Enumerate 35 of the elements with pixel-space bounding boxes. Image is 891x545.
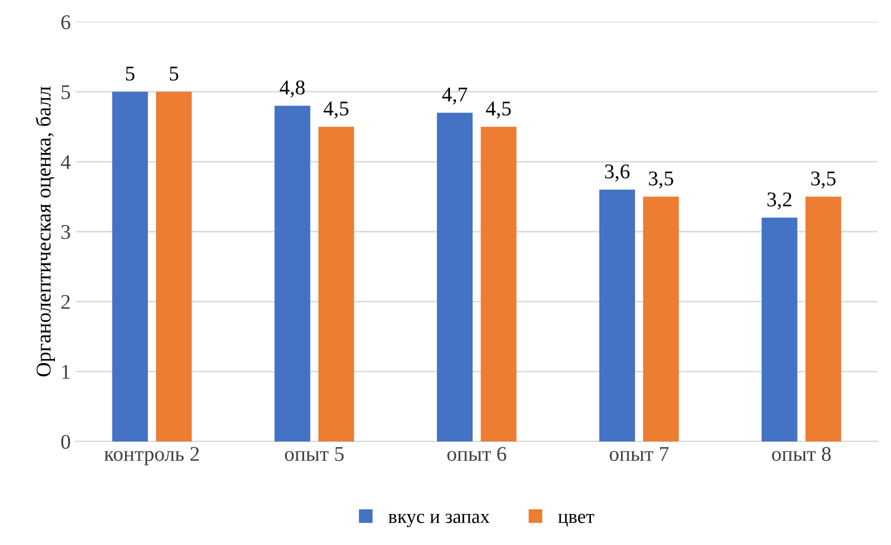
data-label: 5 [170, 66, 178, 81]
data-label: 4,5 [486, 102, 511, 119]
data-label: 3,5 [648, 171, 674, 188]
bar [480, 126, 516, 442]
y-axis-title: Органолептическая оценка, балл [36, 86, 55, 376]
y-tick-label: 2 [61, 295, 70, 309]
y-tick-label: 6 [61, 15, 70, 30]
data-label: 4,5 [324, 102, 348, 119]
x-tick-label: опыт 8 [772, 446, 831, 461]
data-label: 3,2 [767, 192, 792, 210]
bar [274, 106, 310, 442]
data-label: 4,8 [280, 80, 305, 98]
x-tick-label: контроль 2 [104, 446, 199, 466]
y-tick-label: 5 [62, 85, 70, 100]
data-label: 4,7 [442, 88, 468, 105]
y-tick-label: 1 [62, 364, 70, 379]
bar [762, 218, 798, 442]
legend-label: вкус и запах [388, 514, 490, 528]
data-label: 3,6 [605, 164, 630, 182]
data-label: 5 [126, 66, 134, 81]
x-tick-label: опыт 7 [610, 447, 669, 461]
bar [599, 190, 635, 442]
legend-label: цвет [558, 514, 594, 527]
bar [643, 196, 679, 442]
y-tick-label: 0 [61, 434, 70, 449]
bar [112, 92, 148, 442]
bar [318, 126, 354, 442]
bar [436, 112, 473, 442]
y-tick-label: 4 [60, 155, 71, 169]
bar [156, 92, 192, 442]
x-tick-label: опыт 6 [447, 446, 506, 461]
data-label: 3,5 [811, 171, 836, 188]
x-tick-label: опыт 5 [284, 447, 344, 461]
y-tick-label: 3 [61, 225, 70, 240]
bar [805, 196, 842, 442]
